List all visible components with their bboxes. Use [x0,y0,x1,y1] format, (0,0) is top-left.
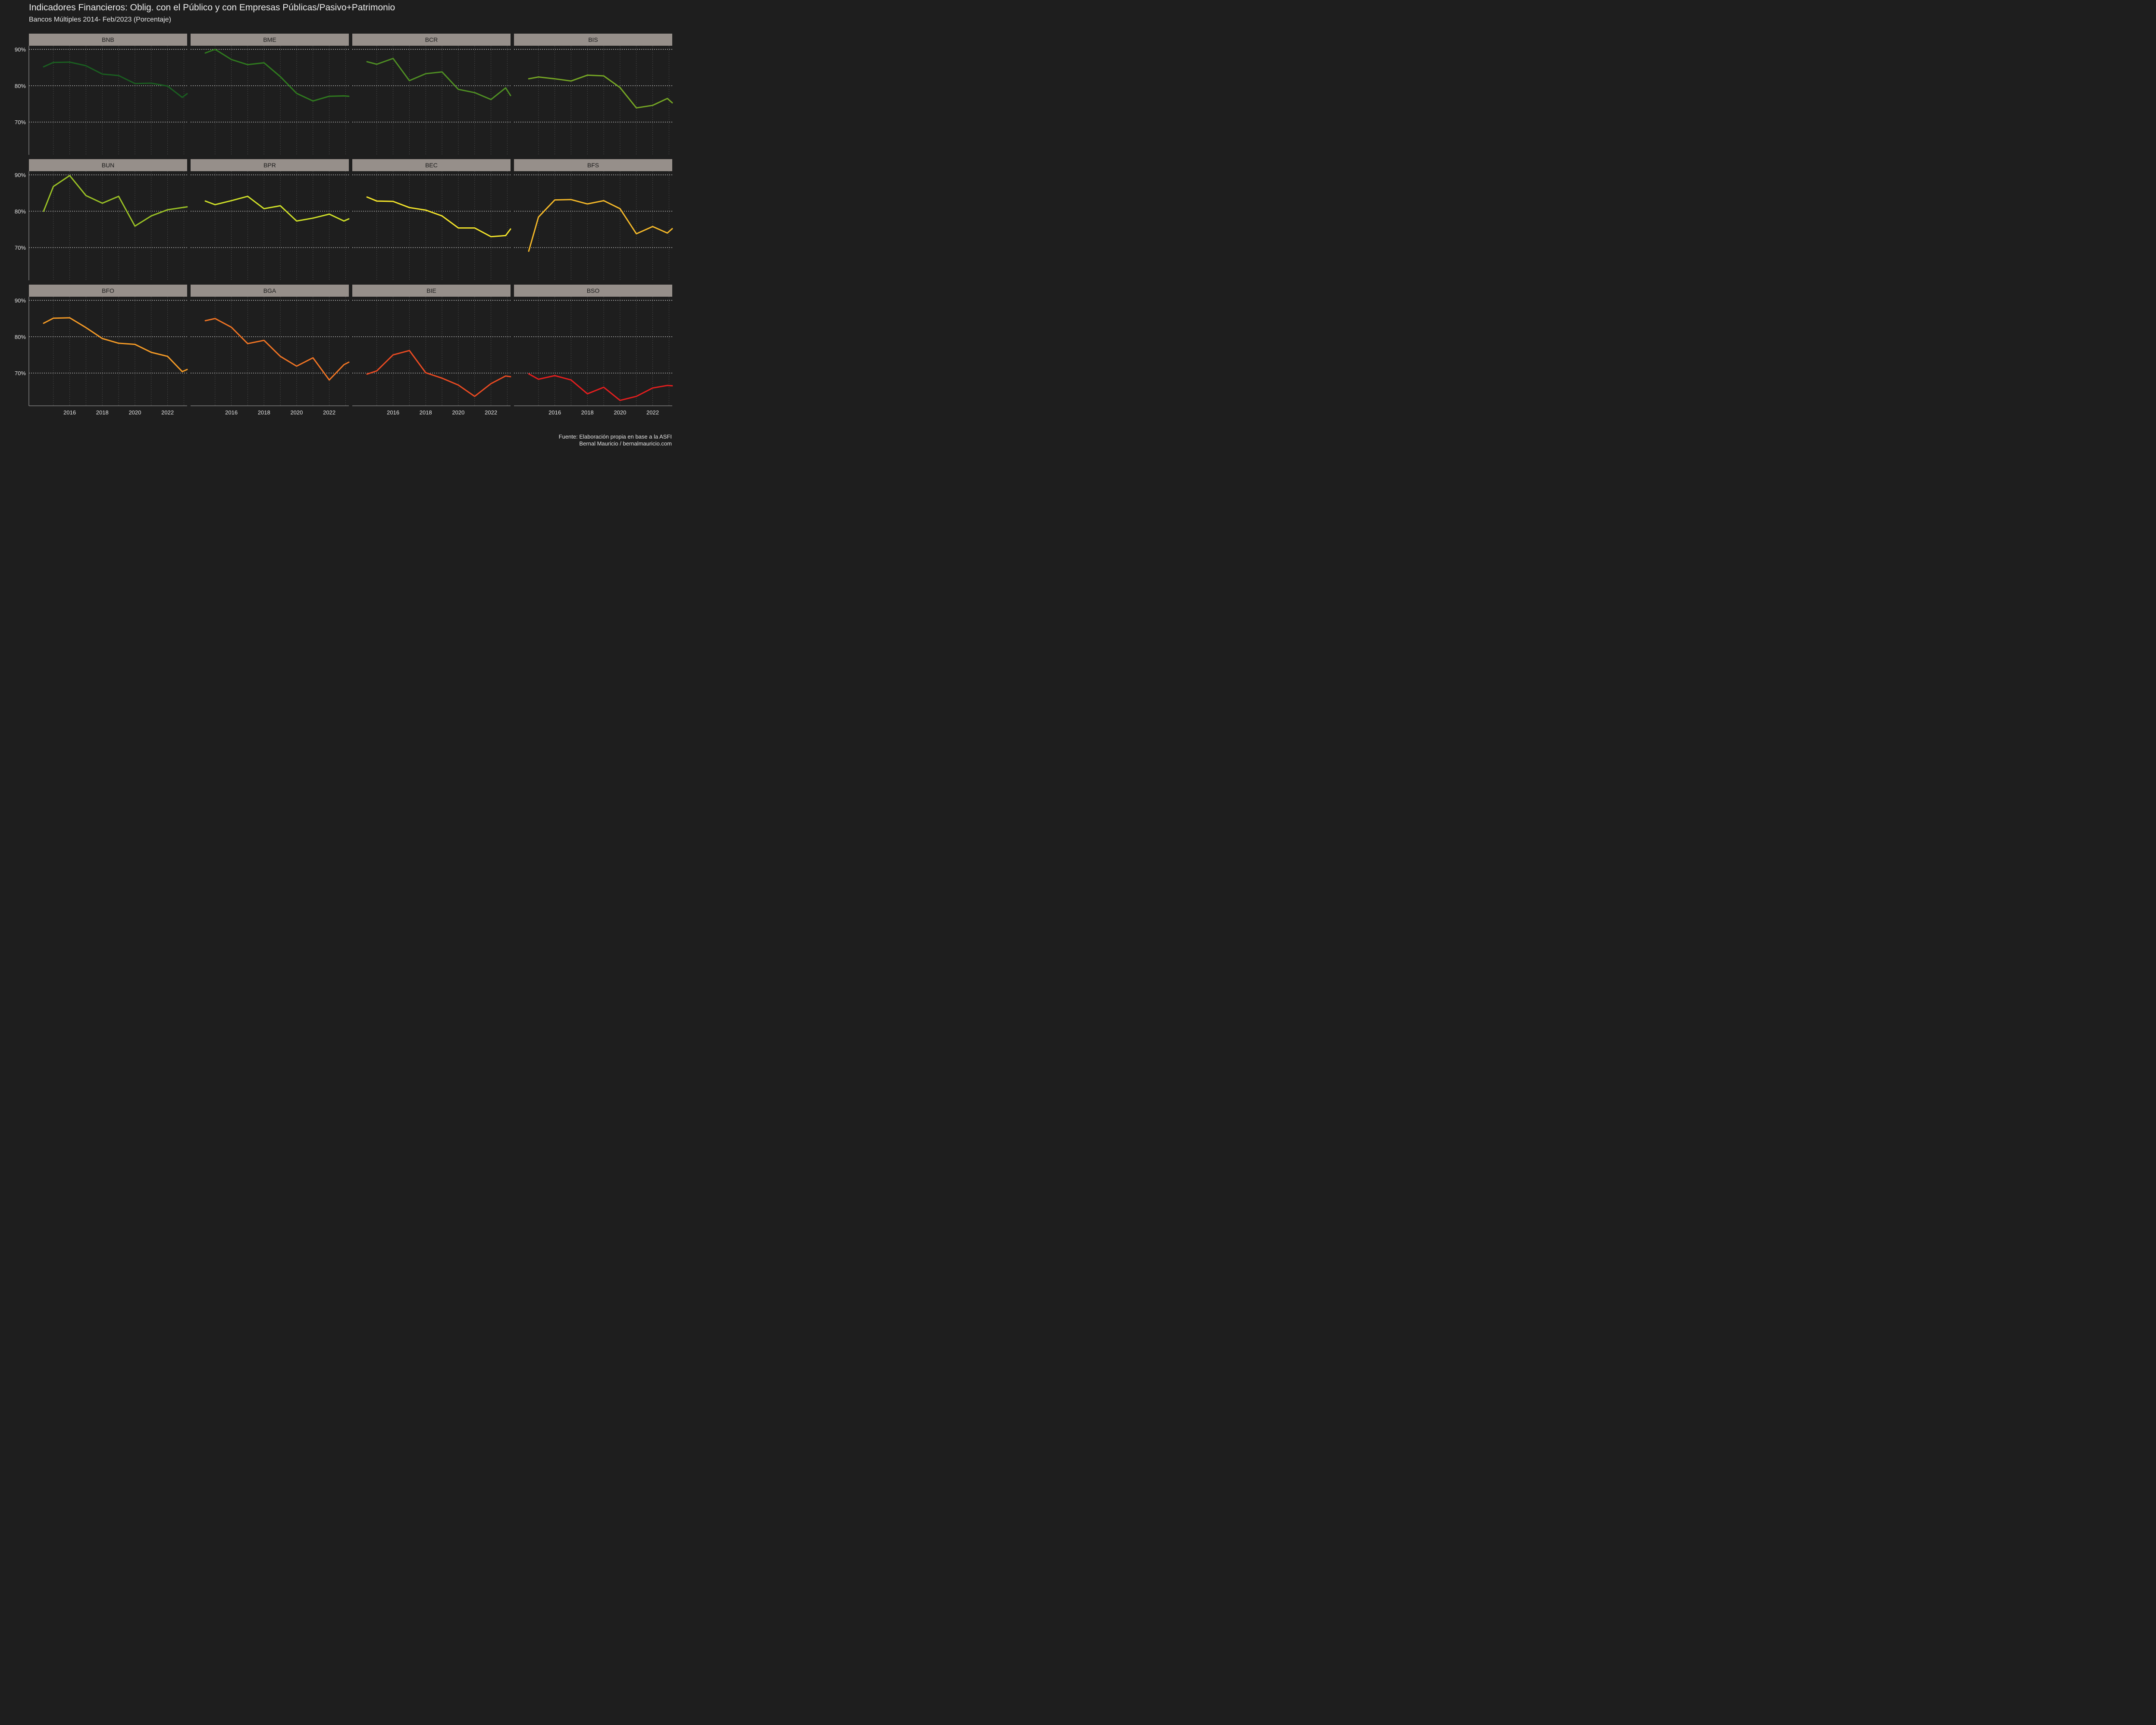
strip-bnb [29,34,187,46]
x-tick-label: 2016 [548,409,561,416]
strip-label: BEC [425,162,438,169]
chart-page: Indicadores Financieros: Oblig. con el P… [0,0,676,451]
x-tick-label: 2020 [128,409,141,416]
series-line-bga [204,318,350,381]
x-tick-label: 2022 [646,409,659,416]
chart-title: Indicadores Financieros: Oblig. con el P… [29,3,395,13]
x-tick-label: 2022 [323,409,335,416]
x-tick-label: 2016 [387,409,399,416]
x-tick-label: 2022 [485,409,497,416]
strip-bie [352,285,511,297]
caption-source: Fuente: Elaboración propia en base a la … [558,433,672,440]
panel-bec: BEC [352,159,511,280]
y-tick-label: 90% [15,297,26,304]
x-tick-label: 2020 [452,409,464,416]
panel-bcr: BCR [352,34,511,155]
panel-bga: BGA 2016 2018 2020 2022 [191,285,350,416]
y-tick-label: 80% [15,208,26,215]
strip-bga [191,285,349,297]
strip-bso [514,285,672,297]
panel-bie: BIE 2016 2018 2020 2022 [352,285,511,416]
series-line-bcr [366,58,511,100]
strip-bec [352,159,511,171]
strip-label: BPR [263,162,276,169]
strip-label: BIE [426,287,436,294]
y-tick-label: 80% [15,334,26,340]
panel-bis: BIS [514,34,673,155]
x-tick-label: 2018 [420,409,432,416]
strip-bcr [352,34,511,46]
y-tick-label: 70% [15,119,26,125]
chart-subtitle: Bancos Múltiples 2014- Feb/2023 (Porcent… [29,16,171,23]
series-line-bfs [528,199,673,252]
series-line-bec [366,196,511,238]
panel-bfs: BFS [514,159,673,280]
strip-label: BFS [587,162,599,169]
series-line-bnb [43,61,188,98]
series-line-bun [43,175,188,227]
caption-author: Bernal Mauricio / bernalmauricio.com [579,440,672,447]
panel-bme: BME [191,34,350,155]
strip-bfo [29,285,187,297]
y-tick-label: 90% [15,46,26,53]
strip-label: BCR [425,36,438,43]
strip-label: BME [263,36,276,43]
x-tick-label: 2022 [161,409,174,416]
strip-bpr [191,159,349,171]
strip-bis [514,34,672,46]
x-tick-label: 2016 [225,409,238,416]
y-tick-label: 90% [15,172,26,178]
y-tick-label: 70% [15,370,26,376]
strip-label: BUN [102,162,115,169]
series-line-bso [528,373,673,401]
x-tick-label: 2020 [290,409,303,416]
strip-label: BSO [587,287,600,294]
panel-bun: BUN 70% 80% 90% [15,159,188,280]
x-tick-label: 2018 [96,409,109,416]
x-tick-label: 2020 [614,409,626,416]
strip-label: BGA [263,287,276,294]
series-line-bpr [204,195,350,222]
series-line-bie [366,350,511,397]
strip-label: BIS [588,36,598,43]
series-line-bis [528,74,673,109]
x-tick-label: 2018 [581,409,594,416]
chart-caption: Fuente: Elaboración propia en base a la … [559,433,672,447]
strip-label: BNB [102,36,114,43]
strip-bfs [514,159,672,171]
faceted-line-chart: BNB 70% 80% 90% BME BCR BIS BUN 70% 80% 90% BPR BEC B… [15,34,673,416]
panel-bnb: BNB 70% 80% 90% [15,34,188,155]
x-tick-label: 2018 [258,409,270,416]
y-tick-label: 80% [15,83,26,89]
panel-bso: BSO 2016 2018 2020 2022 [514,285,673,416]
strip-bme [191,34,349,46]
y-tick-label: 70% [15,245,26,251]
series-line-bfo [43,317,188,373]
series-line-bme [204,48,350,102]
strip-bun [29,159,187,171]
x-tick-label: 2016 [63,409,76,416]
strip-label: BFO [102,287,114,294]
panel-bfo: BFO 70% 80% 90% 2016 2018 2020 2022 [15,285,188,416]
panel-bpr: BPR [191,159,350,280]
